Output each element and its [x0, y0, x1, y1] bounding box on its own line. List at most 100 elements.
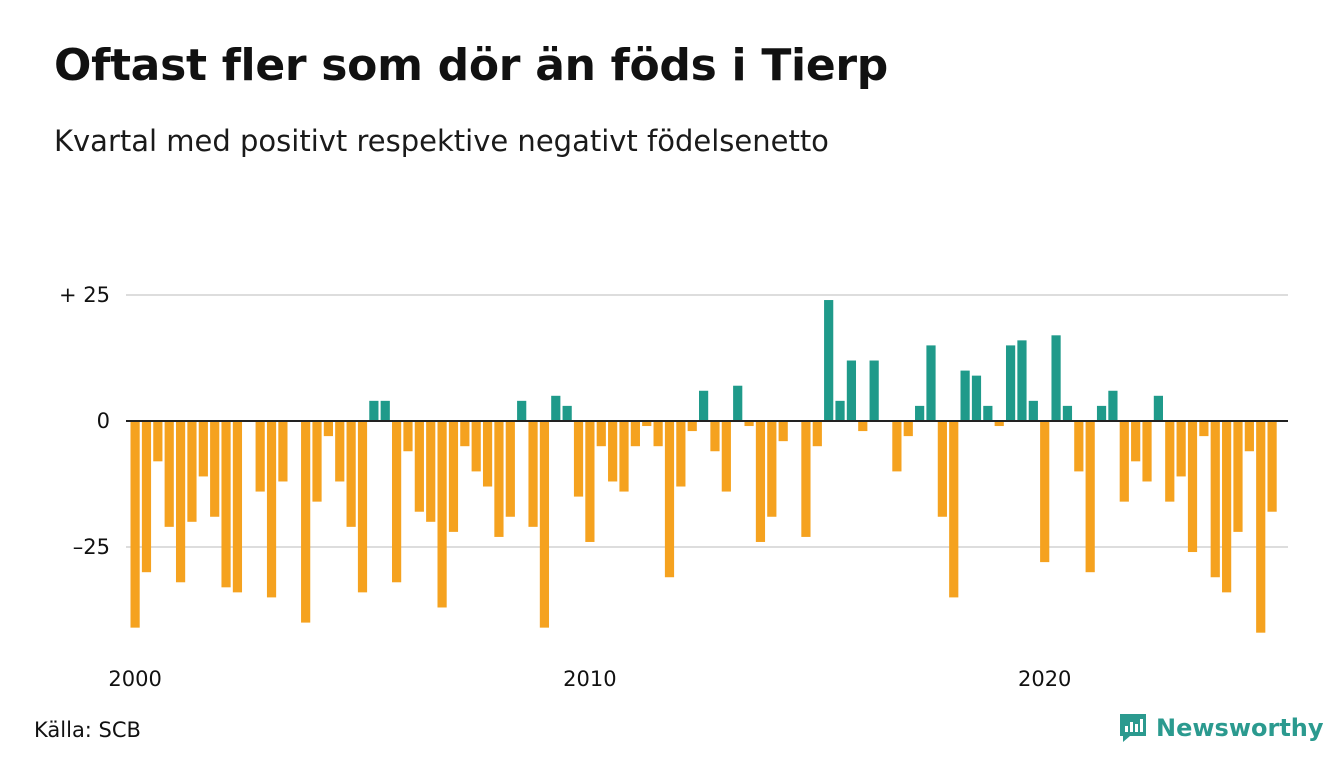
bar-negative: [164, 421, 174, 527]
bar-positive: [1096, 405, 1107, 421]
bar-positive: [1051, 335, 1061, 421]
bar-negative: [778, 421, 788, 442]
bar-negative: [539, 421, 550, 628]
bar-negative: [448, 421, 459, 532]
bar-negative: [1165, 421, 1175, 502]
bar-positive: [926, 345, 936, 421]
y-tick-labels: + 25 0 –25: [59, 283, 110, 559]
bar-negative: [1040, 421, 1050, 563]
bar-negative: [619, 421, 629, 492]
bar-negative: [1199, 421, 1209, 437]
bar-negative: [1210, 421, 1220, 578]
bar-positive: [835, 400, 845, 421]
bar-negative: [1119, 421, 1129, 502]
source-note: Källa: SCB: [34, 718, 141, 742]
bar-negative: [892, 421, 902, 472]
bar-negative: [187, 421, 197, 522]
bar-negative: [494, 421, 504, 537]
bar-negative: [585, 421, 595, 542]
bar-negative: [460, 421, 470, 447]
bar-negative: [1176, 421, 1186, 477]
bar-negative: [232, 421, 243, 593]
bar-positive: [1028, 400, 1038, 421]
bar-negative: [1222, 421, 1232, 593]
bar-negative: [335, 421, 345, 482]
bar-negative: [482, 421, 493, 487]
bar-positive: [1108, 390, 1118, 421]
bar-negative: [744, 421, 754, 427]
bar-negative: [608, 421, 618, 482]
x-tick-label: 2020: [1018, 667, 1071, 691]
bar-negative: [710, 421, 720, 452]
bar-positive: [915, 405, 925, 421]
bar-positive: [846, 360, 857, 421]
bar-positive: [1017, 340, 1027, 421]
bar-positive: [551, 395, 561, 421]
bar-negative: [1187, 421, 1198, 553]
bar-negative: [357, 421, 368, 593]
bar-negative: [1267, 421, 1277, 512]
bar-chart: + 25 0 –25 2000 2010 2020: [59, 283, 1288, 691]
newsworthy-logo-icon: [1120, 714, 1146, 742]
bar-negative: [346, 421, 356, 527]
bar-negative: [210, 421, 220, 517]
bar-negative: [312, 421, 322, 502]
bar-negative: [642, 421, 652, 427]
bar-negative: [175, 421, 186, 583]
bar-negative: [687, 421, 697, 432]
bar-negative: [801, 421, 811, 537]
bar-negative: [528, 421, 538, 527]
brand-logo: Newsworthy: [1118, 712, 1324, 744]
bar-negative: [1085, 421, 1095, 573]
bar-negative: [949, 421, 959, 598]
bar-negative: [994, 421, 1004, 427]
bar-positive: [517, 400, 527, 421]
bar-negative: [323, 421, 333, 437]
bar-negative: [1256, 421, 1266, 633]
bar-negative: [1142, 421, 1152, 482]
bar-negative: [278, 421, 288, 482]
bar-negative: [1131, 421, 1141, 462]
bar-negative: [858, 421, 868, 432]
bar-negative: [301, 421, 311, 623]
bar-negative: [812, 421, 822, 447]
bar-positive: [562, 405, 572, 421]
x-tick-label: 2010: [563, 667, 616, 691]
bar-negative: [937, 421, 947, 517]
bar-negative: [221, 421, 231, 588]
bar-negative: [505, 421, 515, 517]
bar-negative: [653, 421, 663, 447]
bar-negative: [255, 421, 265, 492]
bar-negative: [437, 421, 447, 608]
bar-negative: [198, 421, 208, 477]
bar-negative: [403, 421, 413, 452]
bar-positive: [699, 390, 709, 421]
bar-negative: [573, 421, 584, 497]
bar-negative: [141, 421, 152, 573]
bar-negative: [1244, 421, 1254, 452]
bar-positive: [824, 300, 834, 421]
bar-negative: [1074, 421, 1084, 472]
bar-negative: [130, 421, 140, 628]
x-tick-label: 2000: [108, 667, 161, 691]
bar-positive: [380, 400, 390, 421]
bar-negative: [1233, 421, 1243, 532]
bar-negative: [903, 421, 913, 437]
y-tick-label: –25: [73, 535, 110, 559]
x-tick-labels: 2000 2010 2020: [108, 667, 1071, 691]
bar-positive: [983, 405, 993, 421]
chart-title: Oftast fler som dör än föds i Tierp: [54, 40, 888, 91]
chart-subtitle: Kvartal med positivt respektive negativt…: [54, 124, 829, 158]
bar-positive: [369, 400, 379, 421]
bar-negative: [676, 421, 686, 487]
bar-negative: [767, 421, 777, 517]
y-tick-label: + 25: [59, 283, 110, 307]
bar-negative: [153, 421, 163, 462]
bar-negative: [471, 421, 481, 472]
bar-negative: [392, 421, 402, 583]
bar-positive: [1062, 405, 1073, 421]
bar-negative: [630, 421, 640, 447]
bars: [130, 300, 1277, 633]
bar-positive: [1005, 345, 1016, 421]
bar-negative: [426, 421, 436, 522]
